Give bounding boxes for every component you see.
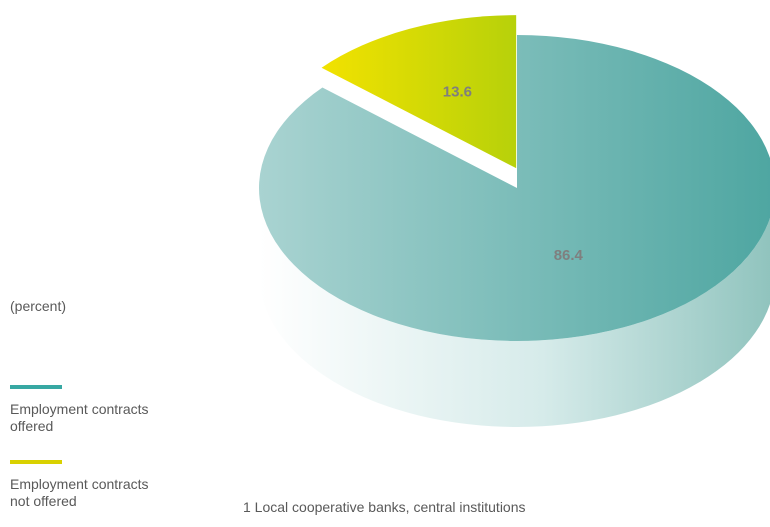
- pie-side-employment-contracts-offered: [259, 188, 770, 427]
- legend-label-not-offered: Employment contracts not offered: [10, 476, 149, 509]
- data-label-employment-contracts-not-offered: 13.6: [443, 84, 472, 101]
- pie-slice-employment-contracts-not-offered: [321, 15, 517, 169]
- pie-slice-employment-contracts-offered: [259, 35, 770, 341]
- data-label-employment-contracts-offered: 86.4: [554, 247, 584, 264]
- legend-label-offered: Employment contracts offered: [10, 401, 149, 434]
- legend-item-not-offered: Employment contracts not offered: [10, 460, 190, 510]
- pie-slices: [259, 15, 770, 427]
- unit-label: (percent): [10, 298, 67, 314]
- footnote: 1 Local cooperative banks, central insti…: [243, 499, 526, 515]
- pie-data-labels: 86.4 13.6: [443, 84, 584, 264]
- legend-item-offered: Employment contracts offered: [10, 385, 190, 435]
- legend-swatch-offered: [10, 385, 62, 389]
- legend-swatch-not-offered: [10, 460, 62, 464]
